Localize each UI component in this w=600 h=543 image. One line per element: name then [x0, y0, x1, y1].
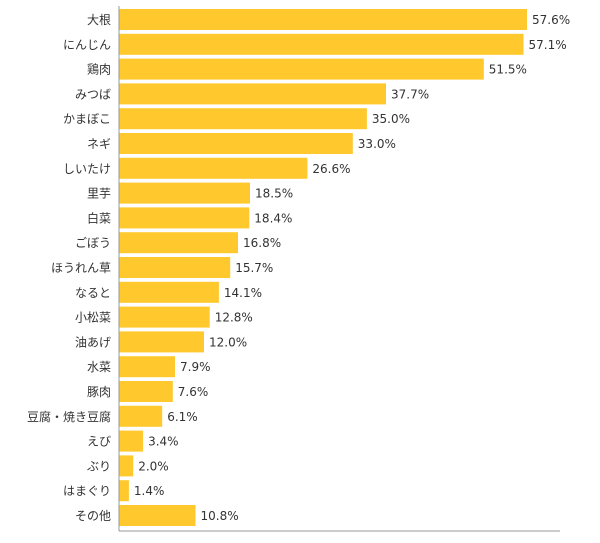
category-label-12: 小松菜 — [75, 311, 111, 325]
category-label-15: 豚肉 — [87, 385, 111, 399]
bar-12 — [119, 306, 210, 328]
value-label-1: 57.1% — [529, 38, 567, 52]
value-label-15: 7.6% — [178, 385, 209, 399]
bar-14 — [119, 356, 175, 378]
bar-15 — [119, 381, 173, 402]
category-label-10: ほうれん草 — [51, 261, 111, 275]
bar-4 — [119, 108, 367, 130]
value-label-18: 2.0% — [138, 459, 169, 473]
bar-16 — [119, 405, 163, 427]
category-label-2: 鶏肉 — [87, 63, 111, 77]
value-label-10: 15.7% — [235, 261, 273, 275]
category-label-18: ぶり — [87, 459, 111, 473]
value-label-8: 18.4% — [254, 211, 292, 225]
bar-19 — [119, 480, 129, 502]
value-label-2: 51.5% — [489, 63, 527, 77]
value-label-20: 10.8% — [201, 509, 239, 523]
bar-5 — [119, 133, 353, 154]
category-label-16: 豆腐・焼き豆腐 — [27, 409, 111, 424]
bar-6 — [119, 157, 308, 179]
value-label-9: 16.8% — [243, 236, 281, 250]
value-label-5: 33.0% — [358, 137, 396, 151]
value-label-12: 12.8% — [215, 311, 253, 325]
value-label-17: 3.4% — [148, 435, 179, 449]
category-label-7: 里芋 — [87, 187, 111, 201]
category-label-11: なると — [75, 286, 111, 300]
value-label-16: 6.1% — [167, 410, 198, 424]
bar-7 — [119, 182, 250, 204]
category-label-13: 油あげ — [75, 335, 111, 349]
value-label-7: 18.5% — [255, 187, 293, 201]
bar-11 — [119, 281, 219, 303]
category-label-9: ごぼう — [75, 235, 111, 250]
category-label-1: にんじん — [63, 38, 111, 52]
value-label-14: 7.9% — [180, 360, 211, 374]
bar-2 — [119, 58, 484, 80]
bar-18 — [119, 455, 134, 477]
category-label-19: はまぐり — [63, 484, 111, 498]
category-label-14: 水菜 — [87, 360, 111, 374]
value-label-13: 12.0% — [209, 335, 247, 349]
value-label-6: 26.6% — [312, 162, 350, 176]
bar-13 — [119, 331, 204, 353]
value-label-11: 14.1% — [224, 286, 262, 300]
category-label-6: しいたけ — [63, 162, 111, 176]
bar-20 — [119, 505, 196, 526]
value-label-19: 1.4% — [134, 484, 165, 498]
category-label-8: 白菜 — [87, 210, 111, 225]
bar-17 — [119, 430, 144, 452]
value-label-0: 57.6% — [532, 13, 570, 27]
bar-10 — [119, 257, 231, 278]
category-label-4: かまぼこ — [63, 112, 111, 126]
bar-9 — [119, 232, 238, 254]
value-label-4: 35.0% — [372, 112, 410, 126]
category-label-17: えび — [87, 435, 111, 449]
bar-1 — [119, 33, 524, 55]
category-label-3: みつば — [75, 87, 111, 101]
category-label-5: ネギ — [87, 137, 111, 151]
value-label-3: 37.7% — [391, 87, 429, 101]
category-label-0: 大根 — [87, 13, 111, 27]
bar-3 — [119, 83, 386, 105]
bar-8 — [119, 207, 250, 229]
bar-0 — [119, 9, 527, 30]
category-label-20: その他 — [75, 509, 111, 523]
